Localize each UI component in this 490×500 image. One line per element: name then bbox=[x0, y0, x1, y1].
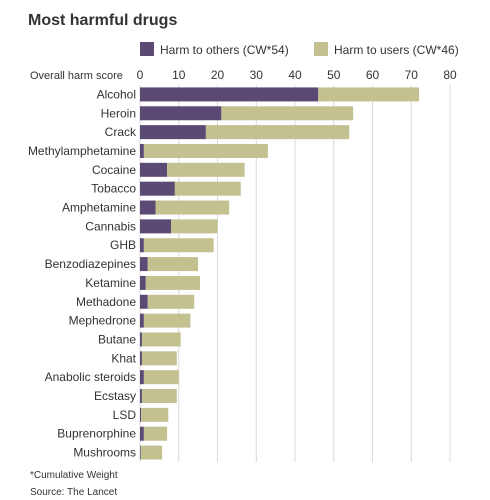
category-label-heroin: Heroin bbox=[101, 106, 136, 120]
bar-methadone-harm-to-users bbox=[147, 294, 195, 309]
bar-methylamphetamine-harm-to-users bbox=[143, 143, 268, 158]
bar-anabolic-steroids-harm-to-users bbox=[143, 370, 179, 385]
x-tick-label-50: 50 bbox=[327, 68, 341, 82]
category-label-methylamphetamine: Methylamphetamine bbox=[28, 144, 136, 158]
legend-label-harm-to-others: Harm to others (CW*54) bbox=[160, 43, 289, 57]
category-label-cannabis: Cannabis bbox=[85, 219, 136, 233]
bar-lsd-harm-to-others bbox=[140, 407, 142, 422]
bar-tobacco-harm-to-others bbox=[140, 181, 175, 196]
category-label-butane: Butane bbox=[98, 332, 136, 346]
legend-label-harm-to-users: Harm to users (CW*46) bbox=[334, 43, 459, 57]
bar-ecstasy-harm-to-others bbox=[140, 389, 142, 404]
x-tick-label-30: 30 bbox=[250, 68, 264, 82]
bar-buprenorphine-harm-to-others bbox=[140, 426, 144, 441]
bar-ghb-harm-to-users bbox=[143, 238, 214, 253]
bar-mushrooms-harm-to-users bbox=[140, 445, 163, 460]
x-axis-ticks: 0 10 20 30 40 50 60 70 80 bbox=[137, 68, 457, 82]
bar-benzodiazepines-harm-to-others bbox=[140, 257, 148, 272]
bar-cocaine-harm-to-users bbox=[167, 162, 245, 177]
bar-alcohol-harm-to-users bbox=[318, 87, 419, 102]
bar-mushrooms-harm-to-others bbox=[140, 445, 141, 460]
category-label-lsd: LSD bbox=[113, 408, 137, 422]
category-label-alcohol: Alcohol bbox=[97, 87, 136, 101]
x-tick-label-60: 60 bbox=[366, 68, 380, 82]
bar-tobacco-harm-to-users bbox=[174, 181, 241, 196]
bar-cannabis-harm-to-users bbox=[171, 219, 218, 234]
category-label-crack: Crack bbox=[105, 125, 137, 139]
bar-heroin-harm-to-users bbox=[221, 106, 354, 121]
bar-ketamine-harm-to-others bbox=[140, 275, 146, 290]
bar-methylamphetamine-harm-to-others bbox=[140, 143, 144, 158]
bar-benzodiazepines-harm-to-users bbox=[147, 257, 199, 272]
category-label-ketamine: Ketamine bbox=[85, 276, 136, 290]
bar-anabolic-steroids-harm-to-others bbox=[140, 370, 144, 385]
source: Source: The Lancet bbox=[30, 487, 117, 498]
y-axis-label: Overall harm score bbox=[30, 70, 123, 82]
chart-title: Most harmful drugs bbox=[28, 12, 177, 29]
category-label-ghb: GHB bbox=[110, 238, 136, 252]
bar-butane-harm-to-others bbox=[140, 332, 142, 347]
bar-methadone-harm-to-others bbox=[140, 294, 148, 309]
x-tick-label-70: 70 bbox=[405, 68, 419, 82]
x-tick-label-80: 80 bbox=[443, 68, 457, 82]
bar-crack-harm-to-users bbox=[205, 125, 350, 140]
footnote: *Cumulative Weight bbox=[30, 470, 118, 481]
bars bbox=[140, 87, 419, 460]
bar-khat-harm-to-others bbox=[140, 351, 142, 366]
bar-khat-harm-to-users bbox=[141, 351, 177, 366]
x-tick-label-10: 10 bbox=[172, 68, 186, 82]
bar-mephedrone-harm-to-others bbox=[140, 313, 144, 328]
category-label-khat: Khat bbox=[111, 351, 136, 365]
category-label-buprenorphine: Buprenorphine bbox=[57, 427, 136, 441]
bar-cannabis-harm-to-others bbox=[140, 219, 171, 234]
bar-ketamine-harm-to-users bbox=[145, 275, 201, 290]
category-label-tobacco: Tobacco bbox=[91, 182, 136, 196]
category-label-mephedrone: Mephedrone bbox=[69, 314, 137, 328]
x-tick-label-0: 0 bbox=[137, 68, 144, 82]
bar-butane-harm-to-users bbox=[141, 332, 181, 347]
category-label-anabolic-steroids: Anabolic steroids bbox=[45, 370, 136, 384]
category-labels: Alcohol Heroin Crack Methylamphetamine Cocai… bbox=[28, 87, 137, 459]
bar-alcohol-harm-to-others bbox=[140, 87, 319, 102]
grid bbox=[139, 85, 451, 462]
category-label-mushrooms: Mushrooms bbox=[73, 446, 136, 460]
bar-mephedrone-harm-to-users bbox=[143, 313, 191, 328]
bar-amphetamine-harm-to-users bbox=[155, 200, 230, 215]
bar-heroin-harm-to-others bbox=[140, 106, 222, 121]
bar-crack-harm-to-others bbox=[140, 125, 206, 140]
legend-swatch-harm-to-users bbox=[314, 42, 328, 56]
category-label-amphetamine: Amphetamine bbox=[62, 201, 136, 215]
legend: Harm to others (CW*54) Harm to users (CW… bbox=[140, 42, 459, 57]
category-label-benzodiazepines: Benzodiazepines bbox=[45, 257, 136, 271]
category-label-cocaine: Cocaine bbox=[92, 163, 136, 177]
legend-swatch-harm-to-others bbox=[140, 42, 154, 56]
category-label-ecstasy: Ecstasy bbox=[94, 389, 136, 403]
bar-ghb-harm-to-others bbox=[140, 238, 144, 253]
bar-ecstasy-harm-to-users bbox=[141, 389, 177, 404]
x-tick-label-20: 20 bbox=[211, 68, 225, 82]
bar-buprenorphine-harm-to-users bbox=[143, 426, 168, 441]
x-tick-label-40: 40 bbox=[288, 68, 302, 82]
category-label-methadone: Methadone bbox=[76, 295, 136, 309]
bar-lsd-harm-to-users bbox=[141, 407, 169, 422]
bar-cocaine-harm-to-others bbox=[140, 162, 168, 177]
bar-amphetamine-harm-to-others bbox=[140, 200, 156, 215]
